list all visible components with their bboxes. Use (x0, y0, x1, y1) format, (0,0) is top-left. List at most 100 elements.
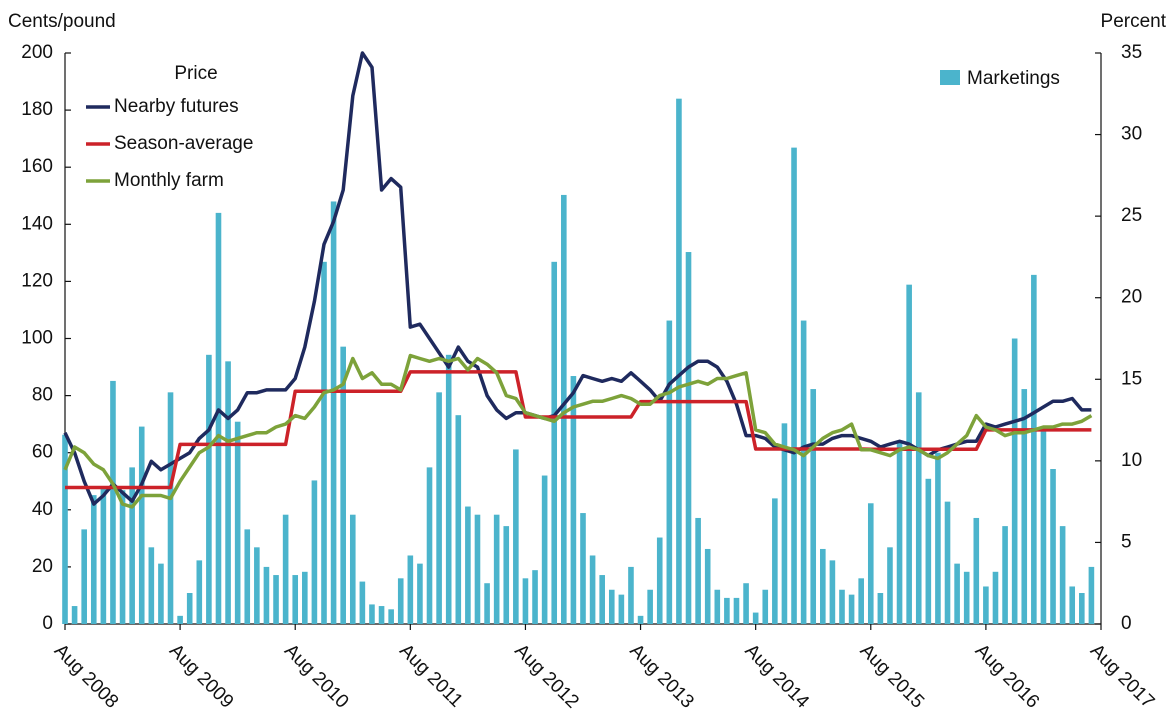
bar (858, 578, 864, 624)
bar (474, 514, 481, 624)
x-tick-label: Aug 2015 (856, 640, 928, 712)
bar (349, 514, 356, 624)
bar (944, 501, 951, 624)
bar (158, 563, 164, 624)
legend-swatch (940, 70, 960, 85)
legend-label: Monthly farm (114, 170, 224, 191)
bar (1069, 586, 1076, 624)
legend-label: Marketings (967, 68, 1060, 89)
bar (762, 589, 769, 624)
bar (1079, 593, 1085, 624)
bar (1011, 338, 1018, 624)
bar (292, 575, 299, 624)
bar (541, 475, 548, 624)
bar (302, 571, 308, 624)
bar (436, 392, 442, 624)
bar (282, 514, 289, 624)
bar (733, 597, 740, 624)
bar (839, 589, 845, 624)
bar (71, 606, 78, 624)
bar (321, 261, 327, 624)
bar (551, 261, 558, 624)
bar (119, 490, 126, 624)
bar (915, 392, 922, 624)
x-tick-label: Aug 2017 (1086, 640, 1158, 712)
bar (359, 581, 366, 624)
y2-tick-label: 15 (1121, 368, 1142, 389)
bar (647, 589, 653, 624)
bar (925, 478, 932, 624)
bar (90, 495, 97, 624)
y-tick-label: 60 (32, 442, 53, 463)
bar (215, 212, 222, 624)
bar (244, 529, 251, 624)
bar (637, 615, 644, 624)
bar (455, 415, 462, 624)
x-tick-label: Aug 2013 (625, 640, 697, 712)
line (63, 353, 1093, 509)
bar (685, 252, 692, 624)
bar (225, 361, 231, 624)
y2-tick-label: 25 (1121, 205, 1142, 226)
bar (330, 201, 337, 624)
x-tick-label: Aug 2016 (971, 640, 1043, 712)
bar (781, 423, 788, 624)
bar (522, 578, 529, 624)
bar (100, 486, 107, 624)
bar (273, 575, 279, 624)
bar (973, 517, 980, 624)
bar (877, 593, 884, 624)
bar (81, 529, 87, 624)
bar (1050, 469, 1056, 624)
bar (896, 441, 903, 624)
y-tick-label: 0 (42, 613, 53, 634)
bar (800, 320, 807, 624)
bar (1040, 426, 1047, 624)
x-tick-label: Aug 2010 (280, 640, 352, 712)
bar (963, 571, 970, 624)
bar (513, 449, 519, 624)
y-tick-label: 140 (21, 213, 53, 234)
bar (388, 609, 394, 624)
bar (867, 503, 874, 624)
bar (138, 426, 145, 624)
bar (234, 421, 241, 624)
bar (848, 594, 855, 624)
bar (589, 555, 596, 624)
bar (906, 284, 912, 624)
y2-tick-label: 30 (1121, 124, 1142, 145)
bar (772, 498, 778, 624)
bar (493, 514, 500, 624)
bar (263, 566, 270, 624)
bar (484, 583, 490, 624)
bar (110, 380, 116, 624)
y2-tick-label: 5 (1121, 531, 1132, 552)
bar (829, 560, 836, 624)
bar (465, 506, 471, 624)
bar (561, 194, 567, 625)
bar (656, 537, 663, 624)
bar (407, 555, 414, 624)
bar (311, 480, 318, 624)
bar (666, 320, 673, 624)
bar (752, 612, 759, 624)
bar (628, 566, 634, 624)
bar (62, 434, 68, 624)
bar (695, 517, 701, 624)
y-tick-label: 180 (21, 99, 53, 120)
bar (935, 452, 941, 624)
bar (887, 547, 893, 624)
bar (206, 354, 212, 624)
bar (743, 583, 749, 624)
y-axis-label: Cents/pound (8, 11, 116, 32)
bar (983, 586, 989, 624)
bar (369, 604, 375, 624)
y-tick-label: 100 (21, 328, 53, 349)
bar (820, 548, 826, 624)
y-tick-label: 200 (21, 42, 53, 63)
bar (129, 467, 135, 624)
bar (532, 570, 538, 624)
legend-label: Season-average (114, 133, 253, 154)
bar (378, 606, 385, 624)
